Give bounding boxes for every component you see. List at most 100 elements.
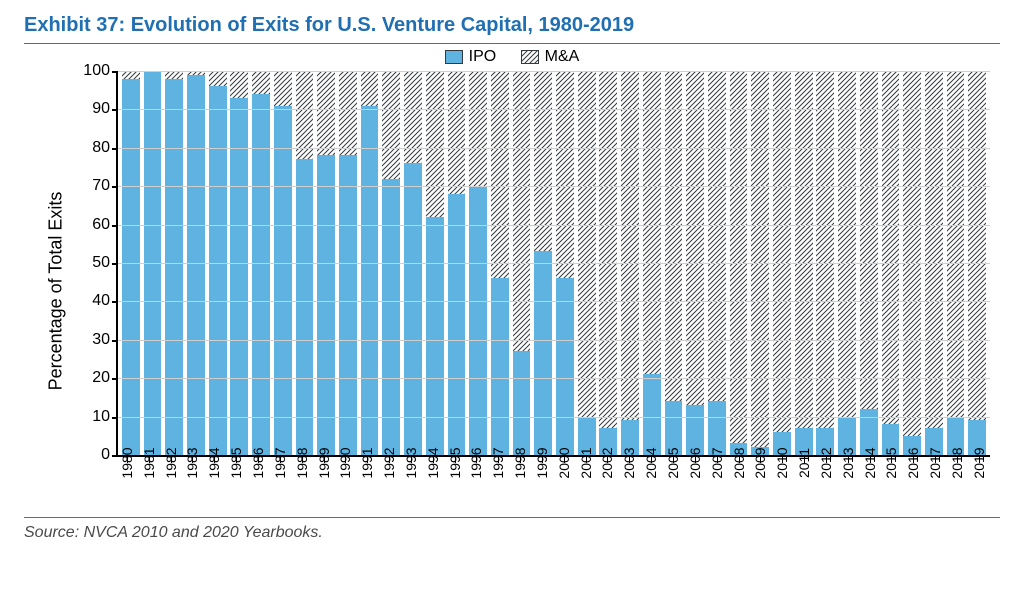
y-axis-label: Percentage of Total Exits: [45, 192, 66, 391]
y-tick-mark: [112, 417, 118, 419]
grid-line: [118, 340, 990, 341]
y-tick-mark: [112, 263, 118, 265]
x-label-slot: 1998: [509, 459, 531, 511]
bar-segment-ma: [925, 71, 943, 428]
x-tick-label: 2001: [578, 447, 594, 478]
y-tick-label: 80: [70, 139, 110, 157]
y-tick-mark: [112, 109, 118, 111]
bar-segment-ipo: [339, 155, 357, 455]
grid-line: [118, 417, 990, 418]
y-tick-label: 0: [70, 446, 110, 464]
bar-segment-ma: [730, 71, 748, 443]
x-label-slot: 2000: [553, 459, 575, 511]
source-text: Source: NVCA 2010 and 2020 Yearbooks.: [24, 524, 1000, 542]
y-tick-label: 90: [70, 100, 110, 118]
x-tick-label: 2009: [752, 447, 768, 478]
bar-segment-ma: [404, 71, 422, 163]
legend-item-ma: M&A: [521, 48, 580, 66]
bar-segment-ma: [708, 71, 726, 401]
x-tick-label: 1988: [294, 447, 310, 478]
x-tick-label: 1984: [206, 447, 222, 478]
x-tick-label: 2005: [665, 447, 681, 478]
bar-segment-ipo: [491, 278, 509, 455]
x-label-slot: 2006: [684, 459, 706, 511]
bar-segment-ma: [339, 71, 357, 155]
bar-segment-ma: [947, 71, 965, 417]
x-tick-label: 1998: [512, 447, 528, 478]
x-tick-label: 1996: [468, 447, 484, 478]
bar-segment-ma: [621, 71, 639, 420]
x-label-slot: 2003: [618, 459, 640, 511]
grid-line: [118, 148, 990, 149]
bar-segment-ma: [165, 71, 183, 79]
bar-segment-ma: [382, 71, 400, 179]
x-label-slot: 2004: [640, 459, 662, 511]
x-tick-label: 2007: [709, 447, 725, 478]
x-tick-label: 1992: [381, 447, 397, 478]
legend-label-ipo: IPO: [469, 48, 497, 66]
bar-segment-ma: [230, 71, 248, 98]
bar-segment-ma: [448, 71, 466, 194]
bar-segment-ipo: [469, 186, 487, 455]
x-label-slot: 1994: [422, 459, 444, 511]
bar-segment-ipo: [274, 106, 292, 455]
x-tick-label: 1986: [250, 447, 266, 478]
x-tick-label: 2016: [905, 447, 921, 478]
bar-segment-ipo: [426, 217, 444, 455]
y-tick-label: 20: [70, 369, 110, 387]
bar-segment-ipo: [404, 163, 422, 455]
x-tick-label: 2003: [621, 447, 637, 478]
title-rule: [24, 43, 1000, 44]
x-tick-label: 1983: [184, 447, 200, 478]
x-axis-labels: 1980198119821983198419851986198719881989…: [116, 459, 990, 511]
chart-legend: IPO M&A: [24, 48, 1000, 69]
bar-segment-ma: [556, 71, 574, 278]
x-label-slot: 2017: [924, 459, 946, 511]
x-label-slot: 2015: [881, 459, 903, 511]
bar-segment-ipo: [382, 179, 400, 455]
y-tick-mark: [112, 71, 118, 73]
bar-segment-ipo: [361, 106, 379, 455]
source-block: Source: NVCA 2010 and 2020 Yearbooks.: [24, 517, 1000, 542]
x-tick-label: 2019: [971, 447, 987, 478]
x-tick-label: 2008: [731, 447, 747, 478]
x-label-slot: 2008: [728, 459, 750, 511]
x-label-slot: 2002: [597, 459, 619, 511]
bar-segment-ipo: [317, 155, 335, 455]
bar-segment-ipo: [643, 374, 661, 455]
bar-segment-ma: [361, 71, 379, 106]
bar-segment-ma: [296, 71, 314, 159]
grid-line: [118, 378, 990, 379]
bar-segment-ma: [317, 71, 335, 155]
bar-segment-ma: [469, 71, 487, 186]
bar-segment-ma: [860, 71, 878, 409]
x-tick-label: 1985: [228, 447, 244, 478]
x-label-slot: 2012: [815, 459, 837, 511]
x-tick-label: 1981: [141, 447, 157, 478]
x-label-slot: 1990: [334, 459, 356, 511]
y-tick-mark: [112, 455, 118, 457]
y-tick-mark: [112, 301, 118, 303]
grid-line: [118, 71, 990, 72]
bar-segment-ma: [643, 71, 661, 374]
x-label-slot: 2014: [859, 459, 881, 511]
x-tick-label: 2017: [927, 447, 943, 478]
exhibit-page: Exhibit 37: Evolution of Exits for U.S. …: [0, 0, 1024, 599]
bar-segment-ma: [968, 71, 986, 420]
x-tick-label: 2013: [840, 447, 856, 478]
bar-segment-ma: [903, 71, 921, 436]
legend-label-ma: M&A: [545, 48, 580, 66]
x-tick-label: 2018: [949, 447, 965, 478]
x-label-slot: 1991: [356, 459, 378, 511]
x-label-slot: 2018: [946, 459, 968, 511]
x-label-slot: 2010: [771, 459, 793, 511]
x-label-slot: 2016: [902, 459, 924, 511]
bar-segment-ipo: [165, 79, 183, 455]
bar-segment-ma: [751, 71, 769, 447]
x-label-slot: 1996: [466, 459, 488, 511]
bar-segment-ma: [491, 71, 509, 278]
y-tick-mark: [112, 186, 118, 188]
plot-area: 0102030405060708090100: [116, 71, 990, 457]
x-label-slot: 1981: [138, 459, 160, 511]
bar-segment-ma: [816, 71, 834, 428]
